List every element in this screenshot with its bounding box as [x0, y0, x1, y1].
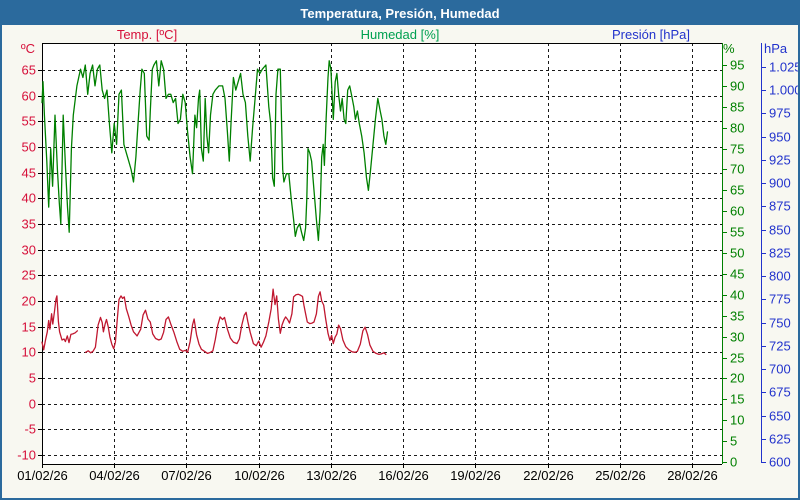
svg-text:1.000: 1.000 [769, 83, 800, 98]
svg-text:65: 65 [22, 63, 36, 78]
legend-pressure: Presión [hPa] [611, 27, 691, 42]
svg-text:625: 625 [769, 432, 791, 447]
series-humidity [41, 60, 389, 242]
svg-text:15: 15 [730, 392, 744, 407]
svg-text:85: 85 [730, 100, 744, 115]
series-temperature [41, 288, 387, 356]
svg-text:55: 55 [730, 225, 744, 240]
title-bar: Temperatura, Presión, Humedad [2, 2, 798, 25]
svg-text:900: 900 [769, 176, 791, 191]
svg-text:45: 45 [22, 166, 36, 181]
svg-text:28/02/26: 28/02/26 [667, 468, 718, 483]
svg-text:25/02/26: 25/02/26 [595, 468, 646, 483]
svg-text:01/02/26: 01/02/26 [17, 468, 68, 483]
svg-text:35: 35 [22, 217, 36, 232]
svg-text:0: 0 [730, 455, 737, 470]
legend-humidity: Humedad [%] [360, 27, 440, 42]
svg-text:55: 55 [22, 114, 36, 129]
svg-text:800: 800 [769, 269, 791, 284]
svg-text:65: 65 [730, 183, 744, 198]
svg-text:70: 70 [730, 162, 744, 177]
humidity-axis: 0 5 10 15 20 25 30 35 40 45 50 55 60 65 70 75 80 85 90 95 [722, 43, 744, 470]
humidity-unit-label: % [723, 41, 735, 56]
svg-text:850: 850 [769, 223, 791, 238]
svg-text:40: 40 [22, 191, 36, 206]
temperature-axis: -10 -5 0 5 10 15 20 25 30 35 40 45 50 55 60 65 [17, 63, 42, 463]
page-title: Temperatura, Presión, Humedad [300, 6, 500, 21]
horizontal-gridlines [42, 70, 722, 456]
svg-text:40: 40 [730, 288, 744, 303]
plot-border [42, 43, 722, 465]
svg-text:75: 75 [730, 142, 744, 157]
svg-text:750: 750 [769, 316, 791, 331]
svg-text:825: 825 [769, 246, 791, 261]
svg-text:95: 95 [730, 58, 744, 73]
svg-text:775: 775 [769, 292, 791, 307]
svg-text:25: 25 [22, 268, 36, 283]
svg-text:975: 975 [769, 106, 791, 121]
temperature-unit-label: ºC [20, 41, 35, 56]
svg-text:80: 80 [730, 121, 744, 136]
svg-text:30: 30 [730, 330, 744, 345]
svg-text:30: 30 [22, 243, 36, 258]
svg-text:925: 925 [769, 153, 791, 168]
svg-text:25: 25 [730, 351, 744, 366]
svg-text:950: 950 [769, 130, 791, 145]
svg-text:5: 5 [29, 371, 36, 386]
svg-text:875: 875 [769, 199, 791, 214]
svg-text:15: 15 [22, 320, 36, 335]
svg-text:5: 5 [730, 434, 737, 449]
svg-text:10: 10 [730, 413, 744, 428]
svg-text:16/02/26: 16/02/26 [378, 468, 429, 483]
svg-text:650: 650 [769, 409, 791, 424]
svg-text:60: 60 [730, 204, 744, 219]
svg-text:19/02/26: 19/02/26 [450, 468, 501, 483]
svg-text:04/02/26: 04/02/26 [89, 468, 140, 483]
svg-text:50: 50 [730, 246, 744, 261]
svg-text:0: 0 [29, 397, 36, 412]
svg-text:22/02/26: 22/02/26 [523, 468, 574, 483]
svg-text:675: 675 [769, 385, 791, 400]
plot-area [42, 43, 722, 464]
svg-text:90: 90 [730, 79, 744, 94]
svg-text:10: 10 [22, 345, 36, 360]
svg-text:60: 60 [22, 89, 36, 104]
legend-temperature: Temp. [ºC] [116, 27, 178, 42]
svg-text:13/02/26: 13/02/26 [306, 468, 357, 483]
pressure-axis: 1.025 1.000 975 950 925 900 875 850 825 800 775 750… [761, 43, 800, 470]
svg-text:700: 700 [769, 362, 791, 377]
svg-text:-10: -10 [17, 448, 36, 463]
vertical-gridlines [114, 43, 693, 464]
svg-text:20: 20 [730, 371, 744, 386]
date-axis: 01/02/26 04/02/26 07/02/26 10/02/26 13/02/26… [17, 464, 718, 483]
svg-text:45: 45 [730, 267, 744, 282]
svg-text:20: 20 [22, 294, 36, 309]
svg-text:07/02/26: 07/02/26 [161, 468, 212, 483]
svg-text:1.025: 1.025 [769, 60, 800, 75]
svg-text:-5: -5 [24, 422, 36, 437]
pressure-unit-label: hPa [764, 41, 788, 56]
svg-text:35: 35 [730, 309, 744, 324]
svg-text:50: 50 [22, 140, 36, 155]
svg-text:600: 600 [769, 455, 791, 470]
svg-text:725: 725 [769, 339, 791, 354]
svg-text:10/02/26: 10/02/26 [234, 468, 285, 483]
